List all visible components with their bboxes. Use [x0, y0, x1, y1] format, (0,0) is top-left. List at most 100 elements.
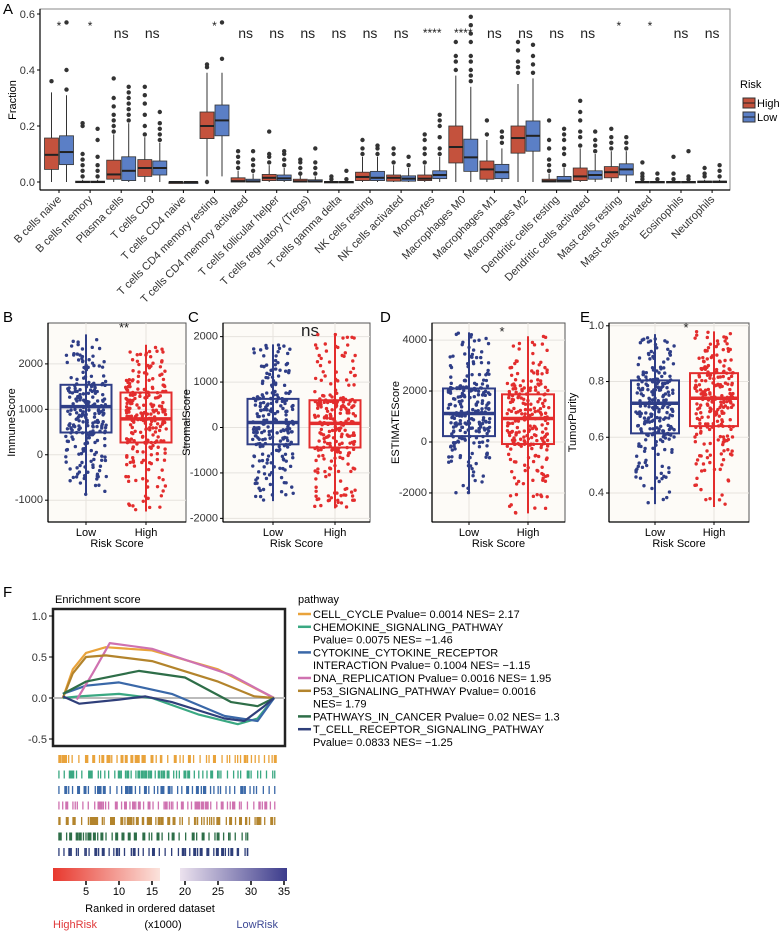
outlier-point [391, 151, 396, 157]
outlier-point [671, 177, 676, 182]
jitter-point [158, 373, 162, 377]
jitter-point [137, 362, 141, 367]
jitter-point [643, 419, 648, 423]
outlier-point [453, 59, 458, 64]
gene-hit-mark [192, 755, 195, 763]
jitter-point [333, 428, 338, 432]
jitter-point [286, 431, 290, 435]
jitter-point [450, 448, 455, 452]
outlier-point [686, 149, 691, 154]
jitter-point [156, 445, 160, 449]
jitter-point [520, 412, 524, 416]
box-high [510, 125, 526, 154]
jitter-point [706, 363, 711, 368]
jitter-point [273, 411, 277, 416]
gene-hit-mark [99, 801, 103, 810]
jitter-point [651, 392, 655, 397]
jitter-point [476, 409, 480, 413]
jitter-point [77, 452, 81, 456]
gene-hit-mark [201, 832, 205, 841]
y-axis-label: StromalScore [181, 389, 193, 456]
gene-hit-mark [137, 770, 141, 779]
gene-hit-mark [88, 832, 92, 841]
outlier-point [437, 118, 442, 123]
jitter-point [637, 410, 642, 414]
jitter-point [134, 478, 138, 483]
jitter-point [448, 391, 453, 395]
outlier-point [655, 177, 660, 182]
gene-hit-mark [100, 786, 102, 794]
jitter-point [522, 435, 526, 439]
jitter-point [468, 395, 472, 400]
jitter-point [281, 406, 285, 411]
gene-hit-mark [167, 755, 169, 763]
gene-hit-mark [94, 801, 96, 810]
gene-hit-mark [237, 770, 239, 779]
jitter-point [662, 360, 666, 364]
jitter-point [545, 421, 550, 426]
jitter-point [655, 415, 659, 420]
outlier-point [453, 67, 458, 73]
y-axis-label-a: Fraction [7, 80, 19, 120]
jitter-point [98, 464, 103, 468]
jitter-point [653, 396, 657, 401]
outlier-point [593, 137, 598, 143]
jitter-point [546, 388, 550, 393]
jitter-point [333, 398, 337, 402]
jitter-point [65, 447, 70, 452]
jitter-point [640, 465, 645, 470]
jitter-point [260, 452, 265, 456]
jitter-point [100, 382, 104, 387]
jitter-point [660, 464, 664, 469]
jitter-point [643, 404, 647, 408]
jitter-point [660, 381, 665, 386]
jitter-point [545, 438, 550, 443]
gene-hit-mark [61, 755, 65, 763]
outlier-point [111, 95, 116, 101]
jitter-point [288, 347, 292, 351]
jitter-point [273, 381, 278, 385]
jitter-point [81, 359, 85, 363]
jitter-point [507, 421, 512, 426]
gene-hit-mark [77, 848, 79, 856]
jitter-point [145, 485, 150, 489]
gene-hit-mark [129, 801, 131, 810]
gene-hit-mark [92, 755, 96, 763]
jitter-point [160, 360, 164, 364]
jitter-point [655, 369, 659, 373]
jitter-point [651, 446, 655, 450]
outlier-point [484, 118, 490, 123]
jitter-point [642, 449, 647, 454]
outlier-point [111, 118, 116, 123]
outlier-point [624, 135, 629, 140]
jitter-point [91, 395, 95, 399]
jitter-point [486, 438, 490, 443]
jitter-point [653, 342, 658, 347]
jitter-point [328, 416, 333, 421]
jitter-point [326, 422, 330, 427]
jitter-point [64, 460, 68, 464]
outlier-point [80, 151, 85, 157]
jitter-point [154, 408, 159, 412]
jitter-point [103, 458, 108, 463]
gene-hit-mark [92, 832, 96, 841]
significance-label-a: **** [454, 26, 473, 40]
jitter-point [467, 345, 471, 350]
gene-hit-mark [209, 786, 212, 794]
jitter-point [455, 386, 459, 391]
jitter-point [285, 409, 289, 414]
jitter-point [699, 429, 703, 434]
gene-hit-mark [87, 832, 89, 841]
jitter-point [157, 475, 161, 480]
jitter-point [269, 396, 273, 401]
gene-hit-mark [255, 786, 258, 794]
outlier-point [468, 14, 473, 19]
significance-label-a: ns [332, 25, 347, 41]
jitter-point [641, 370, 646, 374]
jitter-point [510, 393, 515, 398]
jitter-point [344, 493, 348, 497]
gene-hit-mark [208, 755, 210, 763]
jitter-point [528, 408, 533, 412]
gene-hit-mark [91, 770, 93, 779]
jitter-point [136, 417, 140, 422]
